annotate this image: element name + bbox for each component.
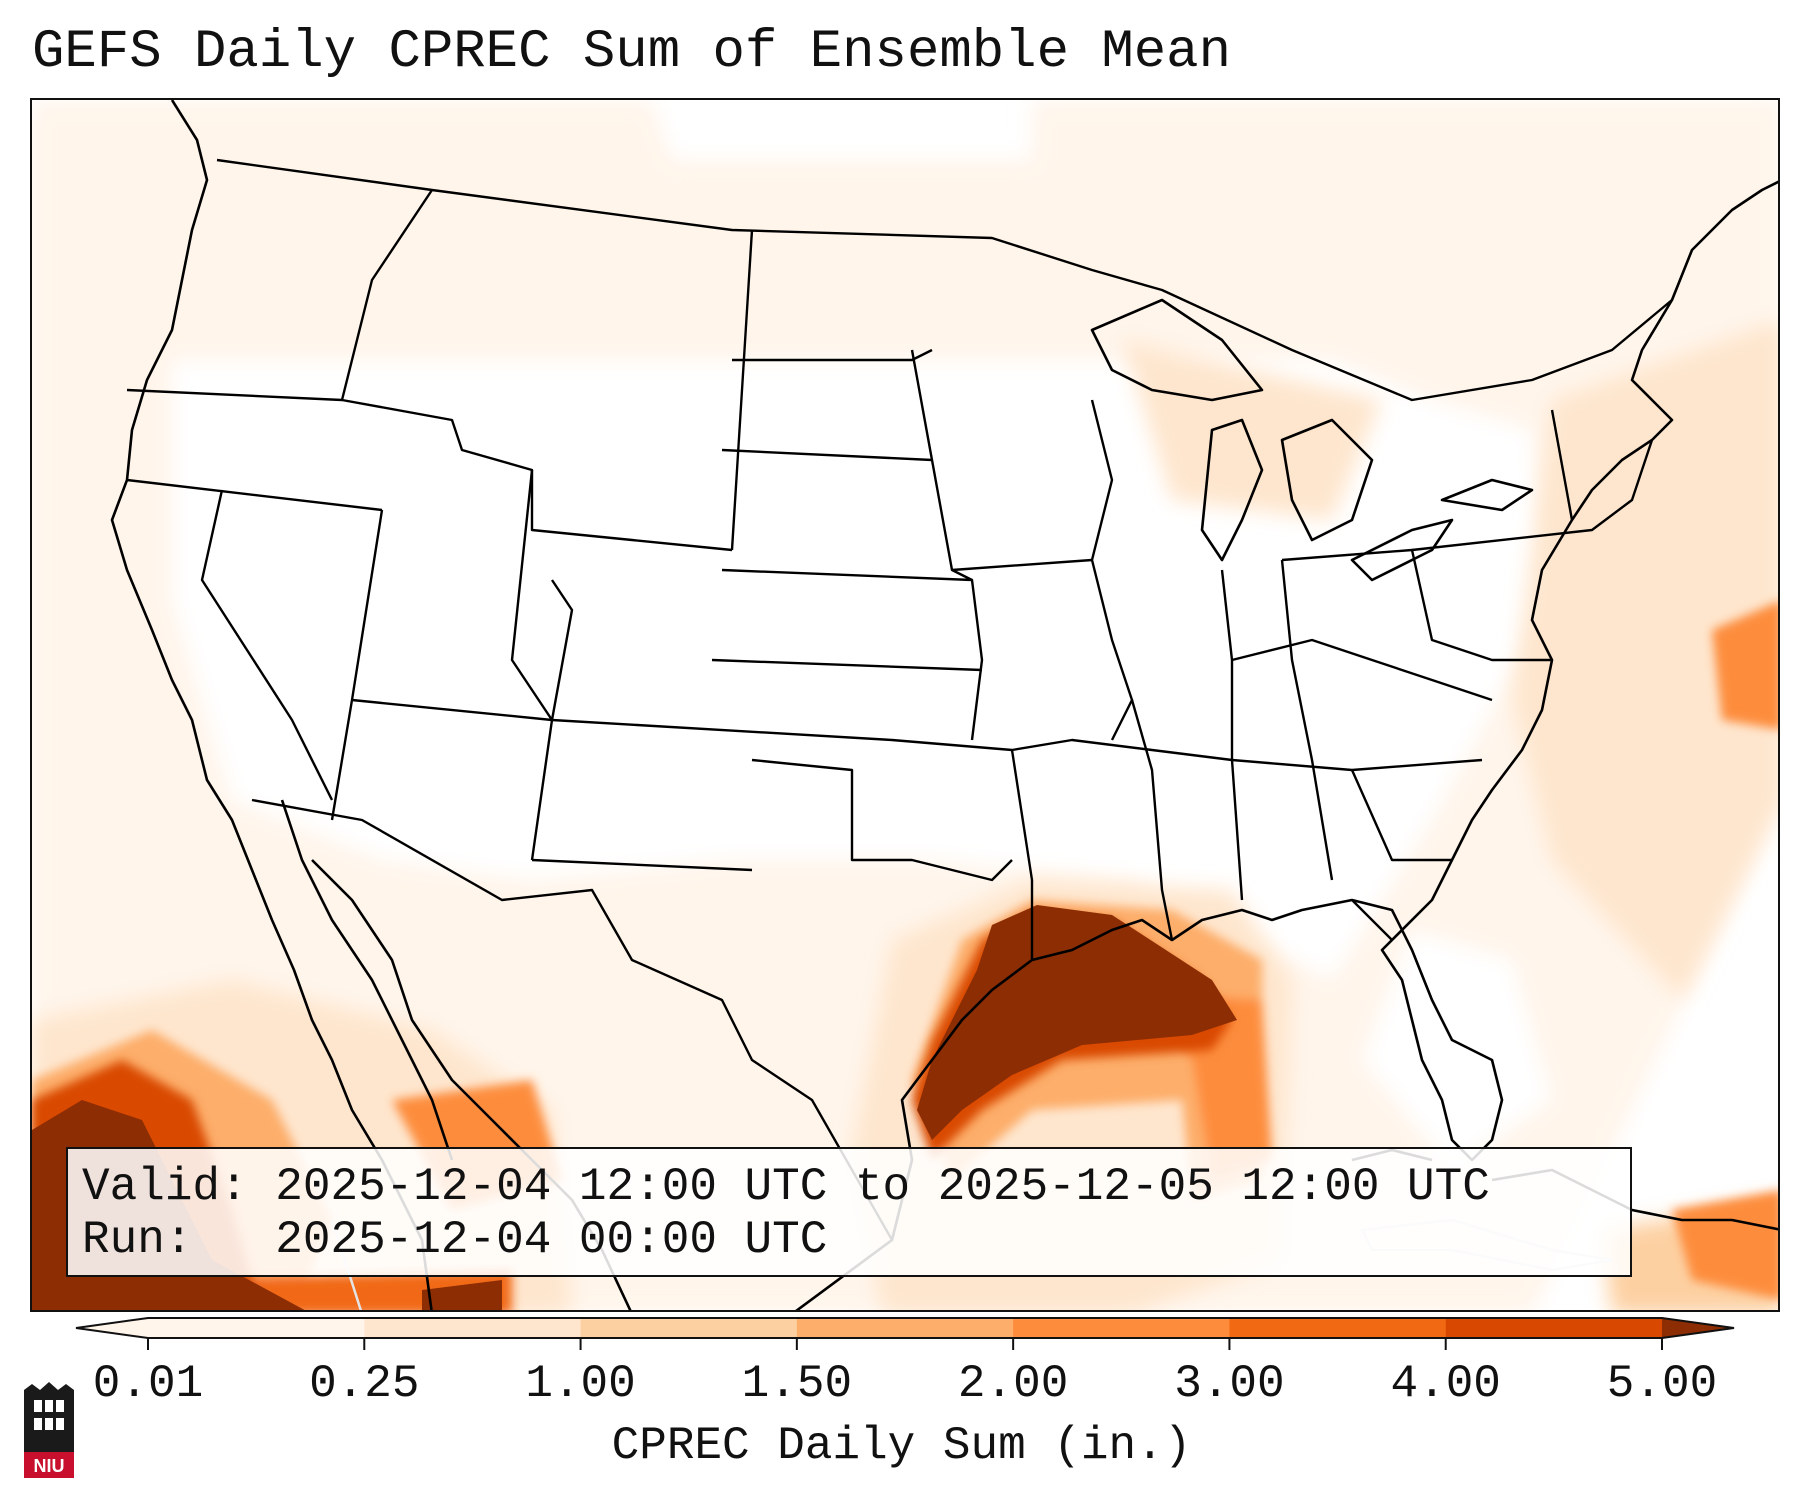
shade-clear-interior [172,360,1552,980]
canada-border [216,158,1673,402]
shade-bottom-darkest [422,1280,502,1310]
state-nd-sd [732,348,933,362]
colorbar-tick-label: 1.00 [525,1358,636,1410]
mexico-border [251,798,894,1241]
run-label: Run: [82,1214,193,1266]
state-mt-nd [730,229,754,551]
state-ne-ks [721,568,984,741]
colorbar-segment [580,1318,798,1338]
state-or-ca [126,478,383,512]
colorbar-tick-label: 1.50 [741,1358,853,1410]
state-oh-ga [1280,559,1334,881]
lake-huron [1280,418,1374,542]
state-pa-va [1281,548,1552,662]
state-ky-tn [1231,638,1493,702]
colorbar-tick-label: 0.01 [92,1358,204,1410]
shade-caribbean-mid [1672,1190,1778,1300]
map-panel [30,98,1780,1312]
precip-map [32,100,1778,1310]
validity-info-box: Valid: 2025-12-04 12:00 UTC to 2025-12-0… [66,1147,1632,1277]
state-nm-tx [531,858,753,872]
shade-clear-florida [1362,930,1552,1170]
colorbar-tick-label: 5.00 [1606,1358,1718,1410]
chart-title: GEFS Daily CPREC Sum of Ensemble Mean [32,22,1231,83]
state-sd-ne [721,448,933,462]
state-ny-pa [1411,439,1654,552]
lake-erie [1350,518,1454,582]
baja-coast [280,799,454,1161]
state-wi-il [1090,399,1114,561]
shade-gulf-darkest [917,905,1237,1140]
coastlines [110,100,1778,1310]
valid-value: 2025-12-04 12:00 UTC to 2025-12-05 12:00… [275,1161,1490,1213]
state-in-ky-al [1220,569,1244,901]
colorbar-segment [364,1318,582,1338]
colorbar-tick-label: 4.00 [1390,1358,1501,1410]
state-ms [1130,699,1174,941]
state-ar-la [1010,749,1034,960]
state-or-wa [126,189,433,402]
state-ia-mo-il [951,558,1134,741]
precip-shading [32,100,1778,1310]
lake-michigan [1200,418,1264,562]
shade-gulf-orange [1132,990,1272,1180]
colorbar-segment [796,1318,1014,1338]
colorbar-label: CPREC Daily Sum (in.) [611,1420,1192,1472]
state-ks-ok [711,658,983,672]
colorbar-tick-label: 2.00 [957,1358,1069,1410]
colorbar-ticks [147,1338,1663,1350]
colorbar-segment [1445,1318,1663,1338]
state-mn-ia [910,349,973,582]
colorbar-segment [1229,1318,1447,1338]
shade-great-lakes [1122,340,1382,520]
valid-label: Valid: [82,1161,248,1213]
lake-superior [1090,298,1264,402]
colorbar-segment [148,1318,365,1338]
colorbar-segment [1013,1318,1230,1338]
state-ca-nv [200,489,334,801]
colorbar-tick-label: 3.00 [1174,1358,1285,1410]
colorbar-extend-low [76,1318,148,1338]
state-vt-nh [1550,409,1574,521]
colorbar-tick-label: 0.25 [309,1358,420,1410]
state-ok-tx [751,758,1013,882]
run-value: 2025-12-04 00:00 UTC [275,1214,828,1266]
state-fl-ga [1351,899,1393,941]
svg-text:NIU: NIU [34,1456,65,1476]
borders [126,158,1673,1241]
colorbar-segments [76,1318,1734,1338]
gulf-atlantic-coast [795,180,1778,1310]
colorbar-extend-high [1662,1318,1734,1338]
shade-atlantic-light [1512,321,1778,1000]
lake-ontario [1440,478,1534,512]
niu-logo-icon: NIU [24,1382,74,1478]
shade-atlantic-mid [1712,601,1778,730]
state-ut-co [510,469,554,861]
state-az-ut [351,579,574,722]
pacific-coastline [110,100,433,1310]
colorbar [75,1317,1735,1350]
state-36-parallel [551,718,1483,772]
state-sc-ga [1350,769,1452,862]
